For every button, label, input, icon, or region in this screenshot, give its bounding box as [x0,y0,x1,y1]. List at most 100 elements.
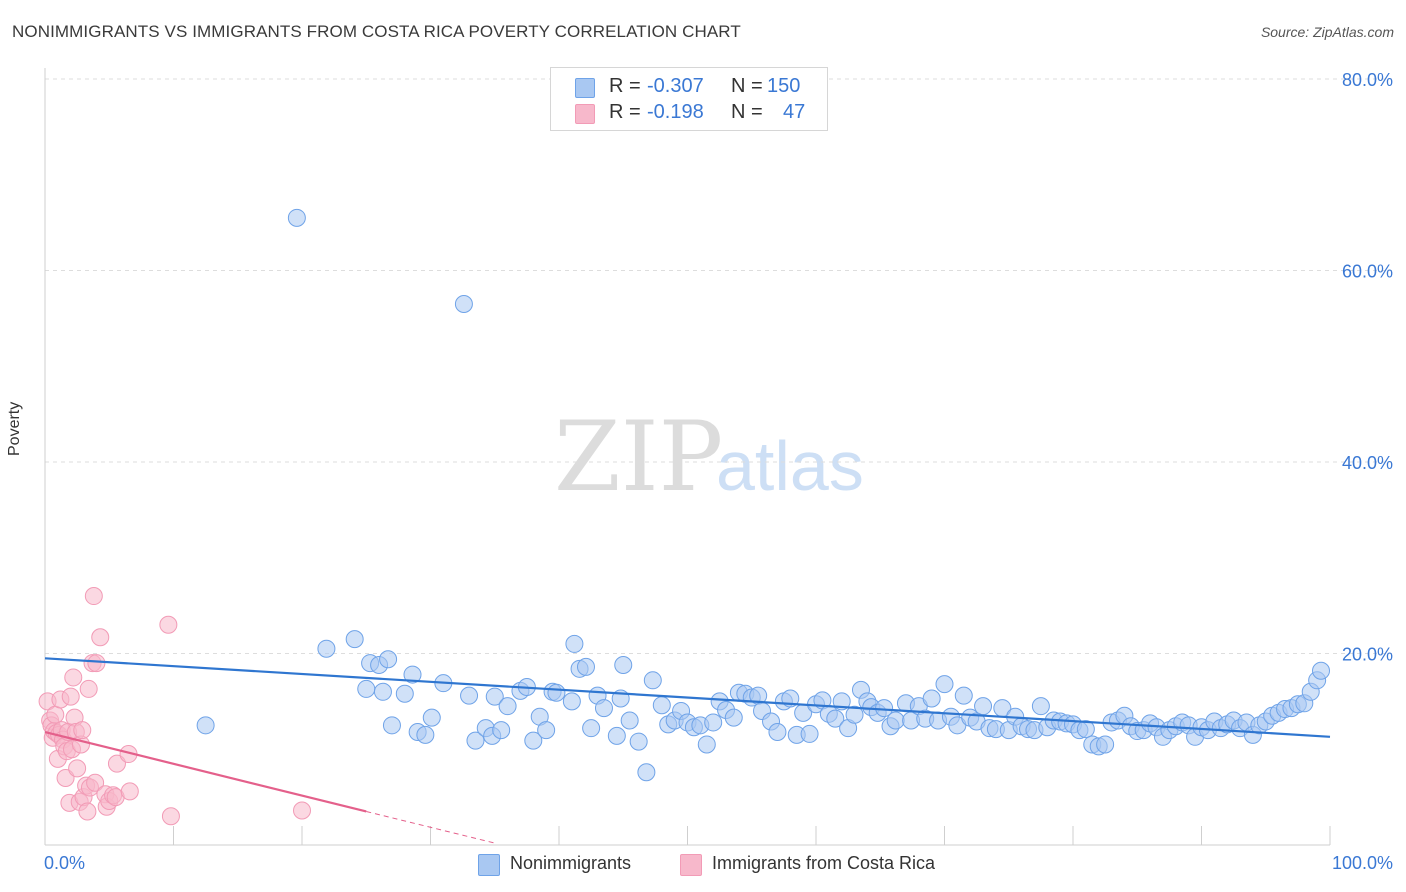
data-point [922,689,941,708]
data-point [84,587,103,606]
data-point [196,716,215,735]
data-point [46,705,65,724]
data-point [91,628,110,647]
data-point [643,671,662,690]
data-point [1076,720,1095,739]
trend-line-costa-rica-extension [366,811,495,844]
data-point [460,686,479,705]
tick-labels: 20.0% 40.0% 60.0% 80.0% 0.0% 100.0% [44,70,1393,873]
r-label: R = [609,101,641,123]
legend-swatch-costa-rica [680,854,702,876]
data-point [498,697,517,716]
trend-line-costa-rica [44,730,367,813]
y-tick-label: 80.0% [1342,70,1393,90]
watermark-atlas: atlas [716,427,864,505]
data-point [954,686,973,705]
data-point [373,682,392,701]
data-point [845,705,864,724]
data-point [79,679,98,698]
data-point [403,665,422,684]
y-tick-label: 40.0% [1342,453,1393,473]
data-point [466,731,485,750]
x-tick-label: 0.0% [44,853,85,873]
data-point [594,699,613,718]
gridlines [45,78,1392,654]
y-tick-label: 60.0% [1342,262,1393,282]
legend-label: Immigrants from Costa Rica [712,853,936,873]
n-value: 150 [767,75,801,97]
data-point [724,708,743,727]
data-point [886,711,905,730]
data-point [768,723,787,742]
data-point [357,679,376,698]
data-point [161,807,180,826]
data-point [629,732,648,751]
data-point [800,724,819,743]
data-point [68,759,87,778]
data-point [652,696,671,715]
data-point [78,802,97,821]
data-point [287,208,306,227]
data-point [379,650,398,669]
chart-legend: Nonimmigrants Immigrants from Costa Rica [0,852,1406,878]
data-point [565,634,584,653]
watermark-zip: ZIP [554,401,723,513]
data-point [614,655,633,674]
data-point [935,675,954,694]
data-point [620,711,639,730]
data-point [159,615,178,634]
watermark: ZIP atlas [554,401,864,513]
data-point [974,697,993,716]
data-point [524,731,543,750]
data-point [454,295,473,314]
chart-title: NONIMMIGRANTS VS IMMIGRANTS FROM COSTA R… [12,22,741,41]
data-point [697,735,716,754]
legend-label: Nonimmigrants [510,853,632,873]
data-point [826,709,845,728]
source-label: Source: ZipAtlas.com [1260,24,1394,40]
data-point [562,692,581,711]
data-point [1312,661,1331,680]
data-point [107,754,126,773]
data-point [576,657,595,676]
data-point [64,668,83,687]
data-point [317,639,336,658]
data-point [56,768,75,787]
data-point [637,763,656,782]
data-point [382,716,401,735]
data-point [86,773,105,792]
data-point [293,801,311,820]
data-point [492,721,511,740]
data-point [547,683,566,702]
correlation-stats-box: R = -0.307 N = 150 R = -0.198 N = 47 [550,67,828,131]
data-point [704,713,723,732]
data-point [537,721,556,740]
data-point [1096,735,1115,754]
r-label: R = [609,75,641,97]
data-point [485,687,504,706]
trend-lines [44,657,1331,844]
axes [44,68,1331,846]
n-label: N = [731,75,763,97]
y-tick-label: 20.0% [1342,645,1393,665]
n-label: N = [731,101,763,123]
data-point [395,684,414,703]
data-point [422,708,441,727]
stats-swatch-nonimmigrants [575,78,595,98]
n-value: 47 [783,101,806,123]
data-point [120,782,139,801]
series-costa-rica-points [38,587,311,826]
r-value: -0.198 [647,101,704,123]
data-point [1031,697,1050,716]
data-point [345,630,364,649]
stats-swatch-costa-rica [575,104,595,124]
data-point [61,687,80,706]
trend-line-nonimmigrants [44,657,1331,738]
data-point [607,726,626,745]
data-point [416,725,435,744]
x-tick-label: 100.0% [1332,853,1393,873]
data-point [582,719,601,738]
legend-swatch-nonimmigrants [478,854,500,876]
data-point [87,654,106,673]
